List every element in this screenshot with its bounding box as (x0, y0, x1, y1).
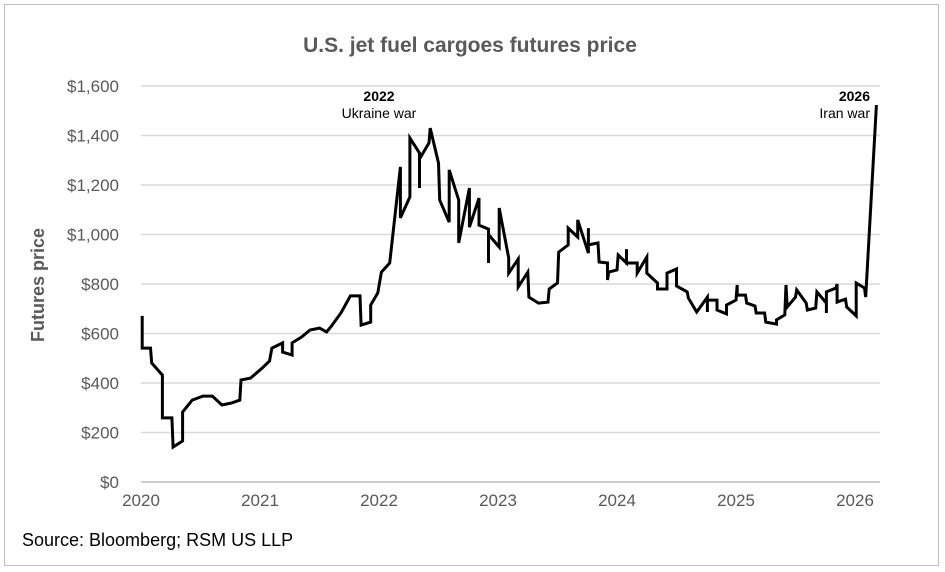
x-tick-label: 2025 (717, 491, 755, 510)
chart-frame (4, 4, 939, 566)
annotation-text: Iran war (819, 105, 870, 121)
x-tick-label: 2023 (479, 491, 517, 510)
y-tick-label: $1,200 (67, 176, 119, 195)
y-tick-label: $1,600 (67, 77, 119, 96)
x-tick-label: 2024 (598, 491, 636, 510)
y-tick-label: $1,400 (67, 127, 119, 146)
y-tick-label: $0 (100, 473, 119, 492)
y-tick-label: $1,000 (67, 226, 119, 245)
annotation-year: 2026 (839, 88, 870, 104)
x-tick-label: 2021 (241, 491, 279, 510)
x-tick-label: 2020 (122, 491, 160, 510)
x-tick-label: 2026 (836, 491, 874, 510)
annotation-year: 2022 (363, 88, 394, 104)
y-tick-label: $400 (81, 374, 119, 393)
x-tick-label: 2022 (360, 491, 398, 510)
y-tick-label: $800 (81, 275, 119, 294)
chart-title: U.S. jet fuel cargoes futures price (303, 34, 637, 57)
y-tick-label: $600 (81, 325, 119, 344)
annotation-text: Ukraine war (342, 105, 417, 121)
price-line (140, 105, 878, 450)
y-axis-label: Futures price (28, 228, 48, 342)
y-tick-label: $200 (81, 424, 119, 443)
source-note: Source: Bloomberg; RSM US LLP (22, 530, 294, 550)
